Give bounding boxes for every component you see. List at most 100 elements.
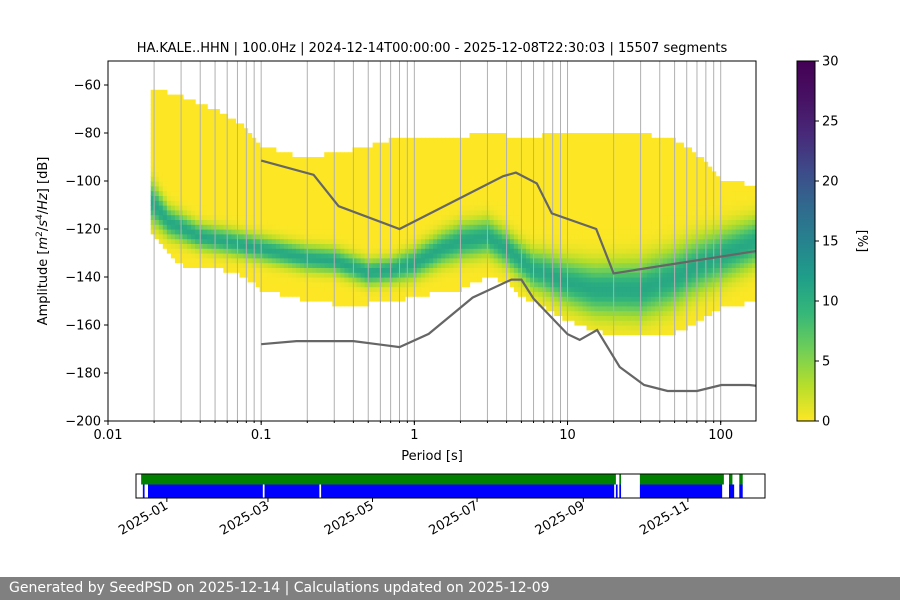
heatmap-cell <box>368 243 374 249</box>
heatmap-cell <box>421 253 426 259</box>
heatmap-cell <box>554 142 559 148</box>
heatmap-cell <box>392 171 398 177</box>
heatmap-cell <box>392 161 398 168</box>
heatmap-cell <box>626 181 632 187</box>
heatmap-cell <box>485 157 491 163</box>
heatmap-cell <box>683 185 688 192</box>
heatmap-cell <box>485 185 491 192</box>
heatmap-cell <box>687 214 693 220</box>
heatmap-cell <box>521 224 527 230</box>
heatmap-cell <box>667 209 672 216</box>
heatmap-cell <box>647 267 652 273</box>
heatmap-cell <box>546 248 551 254</box>
heatmap-cell <box>413 185 418 192</box>
heatmap-cell <box>675 171 680 177</box>
heatmap-cell <box>622 133 628 139</box>
heatmap-cell <box>590 253 596 259</box>
heatmap-cell <box>647 166 652 172</box>
heatmap-cell <box>356 166 362 172</box>
heatmap-cell <box>626 310 632 316</box>
heatmap-cell <box>344 233 350 240</box>
heatmap-cell <box>477 171 483 177</box>
heatmap-cell <box>360 190 366 196</box>
heatmap-cell <box>295 238 301 244</box>
heatmap-cell <box>461 224 467 230</box>
heatmap-cell <box>562 142 567 148</box>
heatmap-cell <box>259 161 265 168</box>
heatmap-cell <box>215 157 220 163</box>
heatmap-cell <box>590 296 596 302</box>
heatmap-cell <box>320 229 325 235</box>
heatmap-cell <box>417 157 422 163</box>
heatmap-cell <box>546 301 551 307</box>
heatmap-cell <box>203 171 208 177</box>
heatmap-cell <box>231 205 237 211</box>
heatmap-cell <box>433 253 438 259</box>
heatmap-cell <box>259 219 265 225</box>
heatmap-cell <box>634 320 640 326</box>
heatmap-cell <box>417 262 422 268</box>
heatmap-cell <box>622 181 628 187</box>
heatmap-cell <box>554 310 559 316</box>
heatmap-cell <box>275 267 281 273</box>
heatmap-cell <box>344 253 350 259</box>
heatmap-cell <box>586 166 592 172</box>
heatmap-cell <box>465 248 471 254</box>
heatmap-cell <box>453 137 458 144</box>
heatmap-cell <box>384 281 390 288</box>
heatmap-cell <box>534 214 539 220</box>
heatmap-cell <box>477 262 483 268</box>
heatmap-cell <box>203 233 208 240</box>
heatmap-cell <box>211 133 216 139</box>
heatmap-cell <box>606 277 612 283</box>
heatmap-cell <box>392 286 398 292</box>
heatmap-cell <box>598 219 604 225</box>
heatmap-cell <box>150 205 156 211</box>
heatmap-cell <box>626 200 632 206</box>
heatmap-cell <box>594 157 600 163</box>
heatmap-cell <box>699 281 705 288</box>
heatmap-cell <box>150 219 156 225</box>
heatmap-cell <box>574 209 580 216</box>
heatmap-cell <box>312 267 317 273</box>
heatmap-cell <box>715 219 721 225</box>
heatmap-cell <box>227 229 233 235</box>
heatmap-cell <box>695 205 701 211</box>
heatmap-cell <box>166 94 172 100</box>
heatmap-cell <box>154 229 160 235</box>
heatmap-cell <box>546 291 551 297</box>
heatmap-cell <box>570 166 576 172</box>
heatmap-cell <box>505 166 511 172</box>
heatmap-cell <box>279 238 285 244</box>
heatmap-cell <box>166 243 172 249</box>
heatmap-cell <box>530 166 535 172</box>
heatmap-cell <box>461 248 467 254</box>
heatmap-cell <box>570 142 576 148</box>
heatmap-cell <box>372 233 378 240</box>
heatmap-cell <box>380 253 386 259</box>
heatmap-cell <box>368 147 374 153</box>
heatmap-cell <box>356 176 362 182</box>
heatmap-cell <box>731 214 737 220</box>
heatmap-cell <box>691 190 697 196</box>
heatmap-cell <box>324 205 329 211</box>
heatmap-cell <box>634 200 640 206</box>
heatmap-cell <box>271 166 277 172</box>
heatmap-cell <box>606 238 612 244</box>
heatmap-cell <box>562 238 567 244</box>
heatmap-cell <box>413 272 418 278</box>
heatmap-cell <box>421 277 426 283</box>
heatmap-cell <box>219 214 224 220</box>
heatmap-cell <box>554 147 559 153</box>
heatmap-cell <box>493 267 499 273</box>
heatmap-cell <box>445 161 450 168</box>
heatmap-cell <box>219 238 224 244</box>
heatmap-cell <box>667 320 672 326</box>
heatmap-cell <box>344 301 350 307</box>
heatmap-cell <box>667 214 672 220</box>
heatmap-cell <box>606 301 612 307</box>
heatmap-cell <box>170 104 176 110</box>
heatmap-cell <box>433 157 438 163</box>
heatmap-cell <box>542 176 547 182</box>
heatmap-cell <box>586 267 592 273</box>
